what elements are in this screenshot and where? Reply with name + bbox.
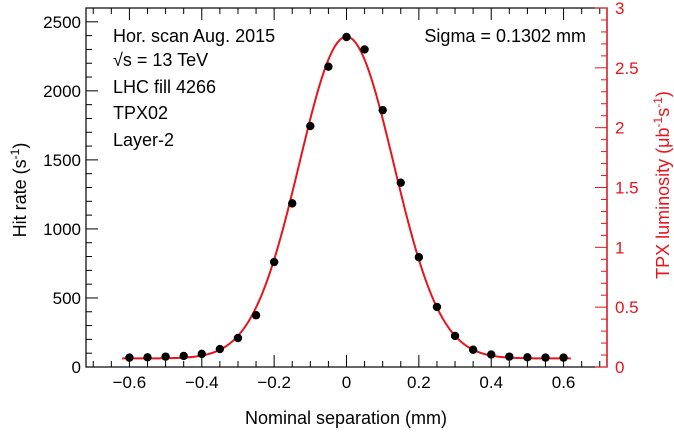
data-point: [414, 253, 424, 262]
data-point: [450, 331, 460, 341]
annotation-layer: Layer-2: [113, 130, 174, 150]
data-point: [468, 345, 478, 354]
x-tick-label: 0.6: [552, 373, 576, 392]
data-point: [523, 353, 532, 362]
y-tick-label: 2500: [43, 13, 81, 32]
y2-tick-label: 0: [615, 358, 624, 377]
data-point: [288, 199, 297, 208]
annotation-detector: TPX02: [113, 103, 168, 123]
y-tick-label: 1500: [43, 151, 81, 170]
y-axis-label-main: Hit rate (s: [10, 159, 30, 237]
x-tick-label: 0: [342, 373, 351, 392]
y2-axis-label-exp1: -1: [651, 116, 665, 127]
x-tick-label: −0.4: [185, 373, 219, 392]
data-point: [143, 353, 152, 362]
y2-tick-label: 3: [615, 0, 624, 18]
y2-tick-label: 2.5: [615, 59, 639, 78]
x-axis-label: Nominal separation (mm): [245, 408, 447, 428]
y2-axis-label-close: ): [653, 91, 673, 97]
y2-tick-label: 0.5: [615, 298, 639, 317]
y-axis-label-exp: -1: [8, 148, 22, 159]
y-axis-label-close: ): [10, 143, 30, 149]
y-tick-label: 0: [72, 358, 81, 377]
y2-axis-label-main: TPX luminosity (μb: [653, 127, 673, 278]
x-tick-label: −0.2: [257, 373, 291, 392]
y2-tick-label: 1: [615, 238, 624, 257]
data-point: [269, 257, 279, 267]
annotation-scan: Hor. scan Aug. 2015: [113, 26, 275, 46]
data-point: [179, 351, 188, 361]
data-point: [396, 178, 405, 187]
data-point: [215, 344, 225, 354]
data-points: [125, 32, 568, 362]
data-point: [197, 349, 206, 359]
y2-axis-label-exp2: -1: [651, 97, 665, 108]
data-point: [505, 352, 514, 361]
y2-tick-label: 2: [615, 119, 624, 138]
x-tick-label: −0.6: [113, 373, 147, 392]
data-point: [233, 333, 243, 343]
data-point: [161, 352, 170, 361]
data-point: [360, 45, 369, 54]
data-point: [432, 302, 442, 312]
annotation-block: Hor. scan Aug. 2015 √s = 13 TeV LHC fill…: [113, 26, 586, 150]
data-point: [324, 62, 333, 71]
data-point: [251, 311, 261, 320]
y-axis-label: Hit rate (s-1): [8, 143, 30, 238]
data-point: [378, 105, 387, 115]
data-point: [541, 353, 550, 362]
x-tick-label: 0.4: [479, 373, 503, 392]
y-tick-label: 500: [53, 289, 81, 308]
annotation-fill: LHC fill 4266: [113, 77, 216, 97]
x-tick-label: 0.2: [407, 373, 431, 392]
data-point: [487, 350, 496, 359]
data-point: [342, 32, 351, 42]
y-tick-label: 1000: [43, 220, 81, 239]
y2-tick-label: 1.5: [615, 179, 639, 198]
annotation-energy: √s = 13 TeV: [113, 50, 208, 70]
data-point: [306, 121, 315, 131]
y-tick-label: 2000: [43, 82, 81, 101]
y2-axis-label: TPX luminosity (μb-1s-1): [651, 91, 673, 279]
annotation-sigma: Sigma = 0.1302 mm: [424, 26, 586, 46]
axes: −0.6 −0.4 −0.2 0 0.2 0.4 0.6 0 500 1000 1500 2000 25…: [43, 0, 638, 392]
y2-axis-label-s: s: [653, 108, 673, 117]
